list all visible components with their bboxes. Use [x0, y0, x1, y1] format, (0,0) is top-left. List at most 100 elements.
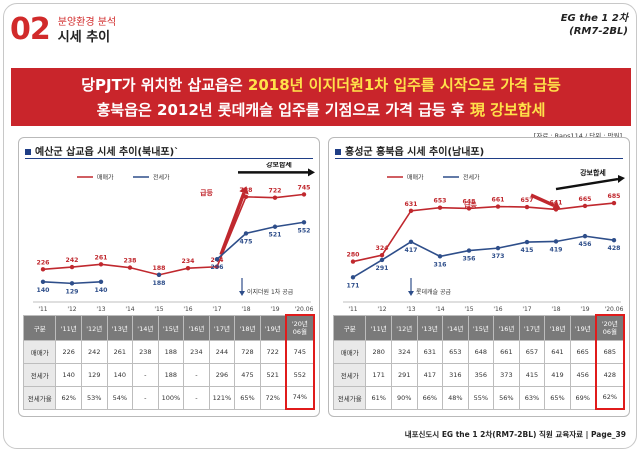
table-cell: 62% — [55, 385, 82, 410]
source-note: [자료 : Raps114 / 단위 : 만원] — [533, 132, 622, 140]
x-tick-label: '19 — [580, 306, 589, 313]
legend-label-jeonse: 전세가 — [463, 174, 480, 182]
table-header-row: 구분 '11년 '12년 '13년 '14년 '15년 '16년 '17년 '18년 '19년 '2… — [22, 314, 316, 341]
table-cell: 129 — [81, 362, 108, 387]
table-cell: 722 — [259, 339, 287, 364]
table-cell: 171 — [365, 362, 392, 387]
data-label: 728 — [240, 187, 253, 194]
table-cell: 280 — [365, 339, 392, 364]
data-label: 356 — [463, 256, 476, 263]
panel-title-text: 홍성군 홍북읍 시세 추이(남내포) — [345, 147, 485, 158]
data-label: 140 — [37, 287, 51, 294]
table-header-cell: '19년 — [569, 314, 597, 341]
data-label: 415 — [521, 247, 534, 254]
data-point — [127, 265, 133, 270]
data-table-hongbuk: 구분 '11년 '12년 '13년 '14년 '15년 '16년 '17년 '18년 '19년 '2… — [332, 314, 626, 410]
data-label: 521 — [269, 232, 282, 239]
table-header-cell: '19년 — [259, 314, 287, 341]
data-point — [272, 195, 278, 200]
x-tick-label: '17 — [212, 306, 221, 313]
steady-label: 강보합세 — [266, 162, 292, 168]
x-tick-label: '11 — [348, 306, 357, 313]
table-cell: 74% — [284, 385, 316, 410]
data-label: 665 — [579, 196, 592, 203]
x-tick-label: '19 — [270, 306, 279, 313]
panel-hongbuk: 홍성군 홍북읍 시세 추이(남내포) 매매가 전세가 '11'12'13'14'15… — [328, 137, 630, 417]
data-point — [243, 194, 249, 200]
table-header-cell: '13년 — [106, 314, 134, 341]
table-cell: 356 — [467, 362, 495, 387]
line-chart-sapgyo: 매매가 전세가 '11 '12 '13 '14 '15 '16 '17 '18 '19 '20.06 급… — [33, 162, 315, 313]
data-point — [553, 239, 559, 244]
data-label: 234 — [182, 258, 196, 265]
data-point — [69, 281, 75, 286]
table-cell: 54% — [106, 385, 134, 410]
slide-frame: 02 분양환경 분석 시세 추이 EG the 1 2차 (RM7-2BL) 당… — [3, 3, 637, 449]
data-label: 641 — [550, 199, 563, 206]
table-cell: 62% — [594, 385, 626, 410]
table-cell: 296 — [208, 362, 236, 387]
table-cell: 242 — [81, 339, 108, 364]
headline-2-highlight-b: 강보합세 — [484, 101, 546, 119]
title-square-icon — [25, 149, 31, 155]
data-point — [611, 200, 617, 206]
surge-label: 급등 — [200, 188, 213, 197]
table-header-cell: '20년 06월 — [284, 314, 316, 341]
table-header-cell: '14년 — [442, 314, 469, 341]
table-cell: 65% — [544, 385, 571, 410]
data-point — [214, 257, 220, 262]
table-cell: 373 — [493, 362, 520, 387]
table-cell: 324 — [391, 339, 418, 364]
data-point — [185, 266, 191, 271]
table-header-cell: '16년 — [183, 314, 210, 341]
data-point — [611, 237, 617, 243]
table-row-header: 전세가율 — [332, 385, 367, 410]
data-label: 657 — [521, 197, 534, 204]
table-cell: 657 — [518, 339, 546, 364]
x-tick-label: '20.06 — [605, 306, 624, 313]
data-point — [466, 206, 472, 211]
data-label: 475 — [240, 238, 253, 245]
table-header-cell: '17년 — [518, 314, 546, 341]
table-cell: 100% — [157, 385, 185, 410]
table-cell: 728 — [234, 339, 261, 364]
data-point — [301, 220, 307, 225]
data-point — [243, 231, 249, 236]
series-jeonse: 140 129 140 188 296 475 521 552 — [37, 220, 310, 295]
data-point — [350, 259, 356, 264]
table-cell: 417 — [416, 362, 444, 387]
table-cell: 226 — [55, 339, 82, 364]
data-point — [495, 204, 501, 209]
data-point — [582, 233, 588, 239]
data-label: 226 — [37, 259, 50, 266]
data-point — [524, 239, 530, 245]
table-row-header: 전세가 — [22, 362, 57, 387]
x-tick-label: '12 — [377, 306, 386, 313]
table-header-cell: 구분 — [332, 314, 367, 341]
headline-line-1: 당PJT가 위치한 삽교읍은 2018년 이지더원1차 입주를 시작으로 가격 … — [11, 74, 631, 95]
table-header-cell: '14년 — [132, 314, 159, 341]
table-cell: 261 — [106, 339, 134, 364]
data-point — [40, 267, 46, 272]
line-chart-hongbuk: 매매가 전세가 '11 '12 '13 '14 '15 '16 '17 '18 '19 '20.06 급… — [343, 168, 625, 313]
table-cell: 53% — [81, 385, 108, 410]
data-label: 745 — [298, 184, 311, 191]
x-tick-label: '11 — [38, 306, 47, 313]
data-point — [379, 257, 385, 263]
data-label: 428 — [608, 245, 621, 252]
surge-arrow — [219, 192, 246, 256]
table-cell: 238 — [132, 339, 159, 364]
x-tick-label: '14 — [435, 306, 444, 313]
table-header-cell: '18년 — [544, 314, 571, 341]
surge-arrow-head — [239, 186, 249, 195]
data-point — [98, 262, 104, 267]
headline-1-highlight: 2018년 이지더원1차 입주를 시작으로 가격 급등 — [247, 76, 561, 94]
data-point — [582, 203, 588, 209]
data-point — [466, 248, 472, 253]
data-label: 653 — [434, 198, 447, 205]
project-label: EG the 1 2차 (RM7-2BL) — [561, 12, 628, 38]
table-row-header: 전세가 — [332, 362, 367, 387]
table-header-cell: '12년 — [391, 314, 418, 341]
table-row: 전세가 171 291 417 316 356 373 415 419 456 428 — [332, 362, 626, 387]
